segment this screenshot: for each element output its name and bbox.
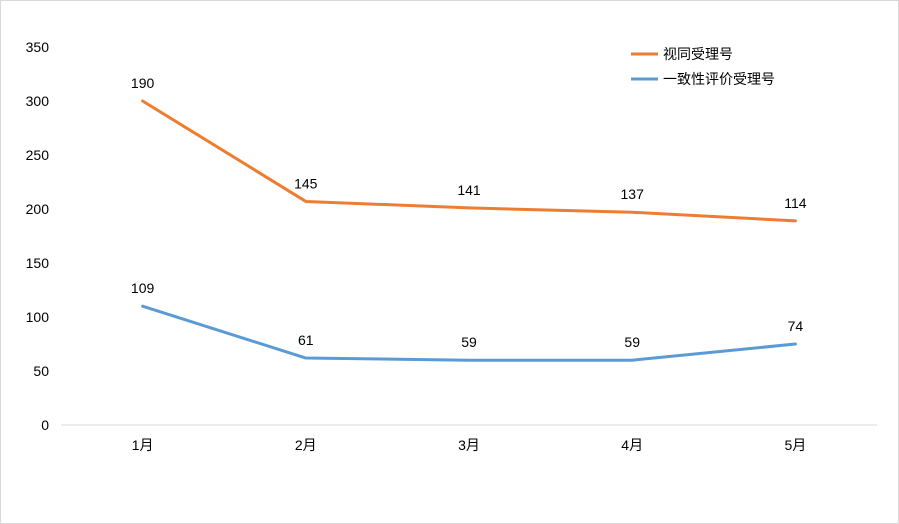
y-axis: 0 50 100 150 200 250 300 350 — [26, 39, 50, 433]
series-line — [141, 99, 797, 223]
legend-label: 视同受理号 — [663, 46, 733, 62]
x-tick-label: 3月 — [458, 437, 480, 453]
data-label: 61 — [298, 332, 314, 348]
data-label: 114 — [784, 195, 807, 211]
y-tick-label: 0 — [41, 417, 49, 433]
legend-item: 一致性评价受理号 — [631, 71, 775, 87]
y-tick-label: 350 — [26, 39, 50, 55]
data-label: 109 — [131, 280, 155, 296]
y-tick-label: 100 — [26, 309, 50, 325]
series-2: 109 61 59 59 74 — [131, 280, 804, 362]
x-tick-label: 5月 — [785, 437, 807, 453]
data-label: 141 — [457, 182, 481, 198]
series-line — [141, 304, 797, 362]
data-label: 137 — [621, 186, 645, 202]
series-1: 190 145 141 137 114 — [131, 75, 807, 223]
data-label: 59 — [624, 334, 640, 350]
data-label: 145 — [294, 175, 318, 191]
legend-label: 一致性评价受理号 — [663, 71, 775, 87]
y-tick-label: 50 — [33, 363, 49, 379]
x-axis: 1月 2月 3月 4月 5月 — [132, 437, 807, 453]
x-tick-label: 2月 — [295, 437, 317, 453]
legend-item: 视同受理号 — [631, 46, 733, 62]
x-tick-label: 4月 — [621, 437, 643, 453]
y-tick-label: 150 — [26, 255, 50, 271]
y-tick-label: 250 — [26, 147, 50, 163]
data-label: 74 — [788, 318, 804, 334]
series-layer: 190 145 141 137 114 109 61 59 59 74 — [131, 75, 807, 362]
y-tick-label: 300 — [26, 93, 50, 109]
data-label: 59 — [461, 334, 477, 350]
data-label: 190 — [131, 75, 155, 91]
y-tick-label: 200 — [26, 201, 50, 217]
x-tick-label: 1月 — [132, 437, 154, 453]
